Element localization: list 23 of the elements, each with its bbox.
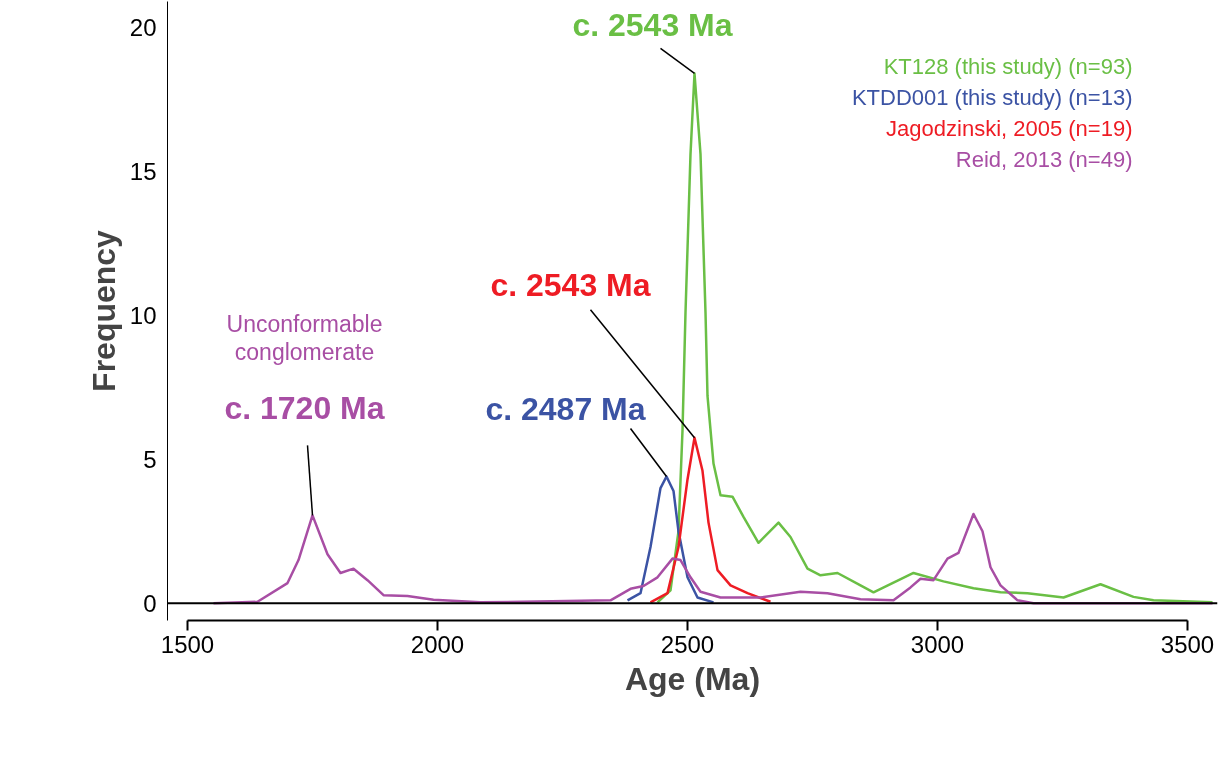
text: KT128 (this study) (n=93) [883, 54, 1133, 79]
text: Jagodzinski, 2005 (n=19) [886, 116, 1133, 141]
annotation: Unconformable conglomerate [226, 311, 383, 366]
x-axis-title: Age (Ma) [624, 660, 761, 697]
text: KTDD001 (this study) (n=13) [851, 85, 1133, 110]
text: Reid, 2013 (n=49) [955, 147, 1133, 172]
y-tick-label: 20 [129, 13, 157, 41]
x-tick-label: 1500 [160, 630, 215, 658]
y-tick-label: 0 [143, 589, 157, 617]
x-tick-label: 2000 [410, 630, 465, 658]
x-tick-label: 3000 [910, 630, 965, 658]
x-tick-label: 3500 [1160, 630, 1215, 658]
annotation: c. 1720 Ma [224, 390, 385, 427]
y-tick-label: 10 [129, 301, 157, 329]
annotation: c. 2487 Ma [485, 390, 646, 427]
annotation: c. 2543 Ma [490, 266, 651, 303]
line-series [649, 436, 772, 604]
x-tick-label: 2500 [660, 630, 715, 658]
y-axis-title: Frequency [85, 229, 122, 392]
line-series [626, 475, 715, 604]
annotation: c. 2543 Ma [572, 7, 733, 44]
y-tick-label: 15 [129, 157, 157, 185]
y-tick-label: 5 [143, 445, 157, 473]
